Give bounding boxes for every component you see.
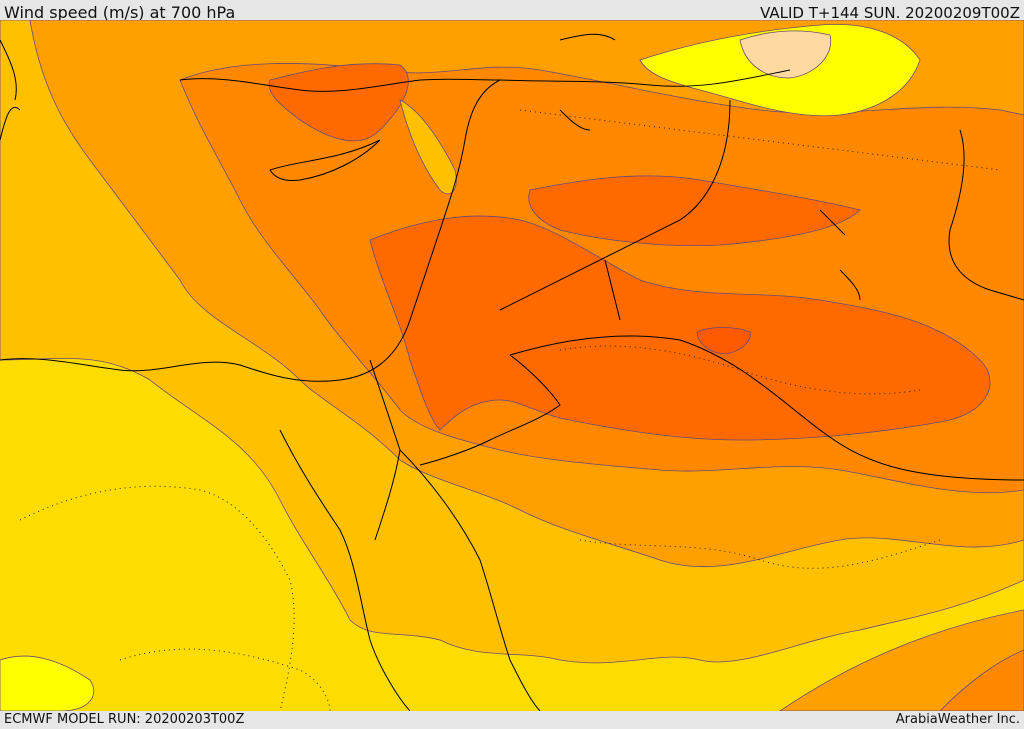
borders xyxy=(0,33,1024,711)
dotted-contours xyxy=(19,109,1001,711)
map-title: Wind speed (m/s) at 700 hPa xyxy=(4,3,236,22)
field-level2-ridge xyxy=(399,99,457,195)
field-yellow-west xyxy=(0,655,95,711)
field-pale-north xyxy=(739,30,832,79)
header-bar: Wind speed (m/s) at 700 hPa VALID T+144 … xyxy=(0,0,1024,22)
field-level6 xyxy=(696,327,751,355)
field-southeast xyxy=(779,609,1024,711)
wind-speed-map xyxy=(0,20,1024,711)
field-level5 xyxy=(369,215,991,441)
map-canvas xyxy=(0,20,1024,711)
credit: ArabiaWeather Inc. xyxy=(895,712,1020,727)
field-level5-east xyxy=(528,175,861,247)
footer-bar: ECMWF MODEL RUN: 20200203T00Z ArabiaWeat… xyxy=(0,711,1024,729)
field-level5-north xyxy=(268,63,409,142)
model-run: ECMWF MODEL RUN: 20200203T00Z xyxy=(4,712,245,727)
valid-time: VALID T+144 SUN. 20200209T00Z xyxy=(760,4,1020,22)
